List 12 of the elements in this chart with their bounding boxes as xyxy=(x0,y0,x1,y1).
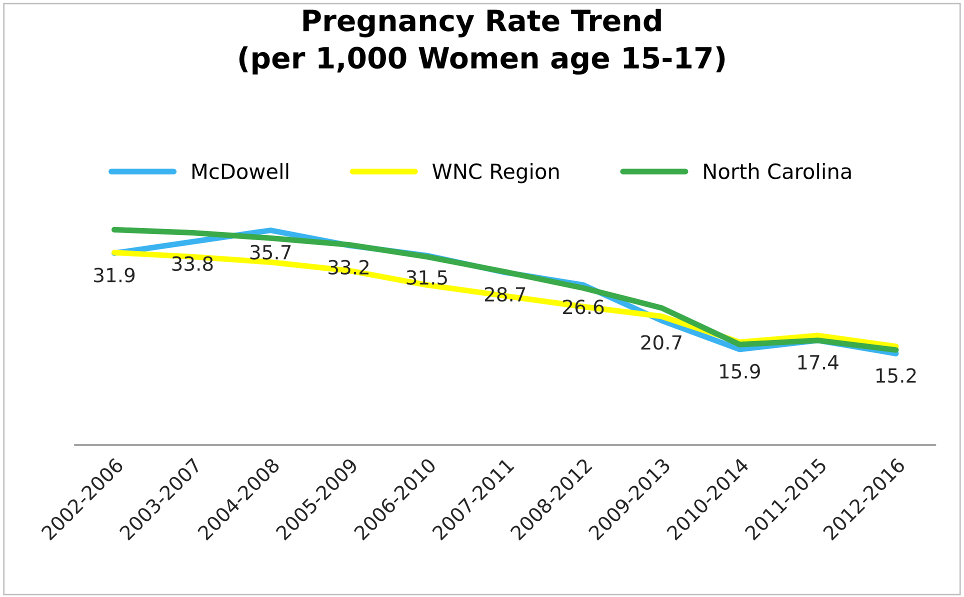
data-label: 15.9 xyxy=(720,364,760,379)
data-label: 15.2 xyxy=(876,368,916,383)
legend-label: McDowell xyxy=(192,163,288,180)
legend-label: North Carolina xyxy=(704,163,851,180)
data-label: 31.9 xyxy=(94,268,135,282)
chart-title: Pregnancy Rate Trend (per 1,000 Women age 15-17) xyxy=(239,8,725,75)
data-label: 20.7 xyxy=(641,335,682,350)
data-label: 33.8 xyxy=(172,256,213,271)
legend-label: WNC Region xyxy=(432,163,559,184)
data-label: 31.5 xyxy=(406,270,447,285)
data-label: 35.7 xyxy=(250,244,291,260)
data-label: 17.4 xyxy=(798,355,838,370)
